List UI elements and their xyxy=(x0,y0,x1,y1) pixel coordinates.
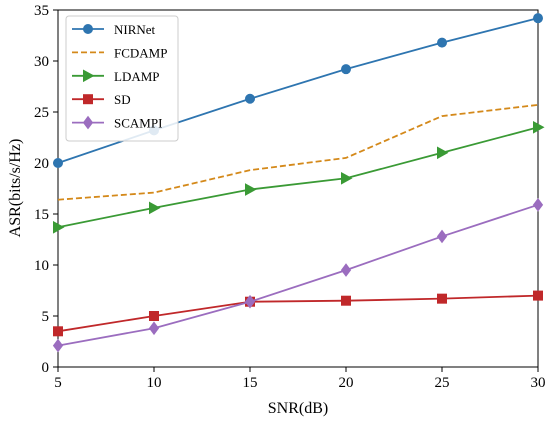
x-tick-label: 20 xyxy=(339,375,354,391)
legend-label: SCAMPI xyxy=(114,116,162,131)
data-point-nirnet xyxy=(533,13,543,24)
data-point-nirnet xyxy=(53,158,63,168)
data-point-nirnet xyxy=(245,93,255,104)
y-tick-label: 25 xyxy=(34,105,49,121)
legend-item-ldamp: LDAMP xyxy=(72,69,160,84)
y-tick-label: 35 xyxy=(34,3,49,19)
x-axis-label: SNR(dB) xyxy=(268,400,328,417)
series-ldamp xyxy=(53,120,545,234)
data-point-scampi xyxy=(148,321,160,336)
y-tick-label: 20 xyxy=(34,156,49,172)
data-point-nirnet xyxy=(341,64,351,75)
data-point-scampi xyxy=(340,263,352,277)
y-tick-label: 15 xyxy=(34,207,49,223)
legend-swatch-marker xyxy=(83,69,95,83)
data-point-ldamp xyxy=(437,146,449,160)
legend-item-nirnet: NIRNet xyxy=(72,22,156,37)
data-point-scampi xyxy=(52,338,64,353)
x-tick-label: 25 xyxy=(435,375,450,391)
data-point-scampi xyxy=(436,229,448,244)
data-point-sd xyxy=(437,293,447,304)
y-tick-label: 5 xyxy=(42,309,50,325)
legend-label: SD xyxy=(114,92,131,107)
y-tick-label: 10 xyxy=(34,258,49,274)
data-point-ldamp xyxy=(53,220,65,234)
legend-label: FCDAMP xyxy=(114,45,167,60)
x-tick-label: 15 xyxy=(243,375,258,391)
legend: NIRNet FCDAMP LDAMP SD SCAMPI xyxy=(65,15,179,142)
series-line-scampi xyxy=(57,203,539,347)
y-tick-label: 0 xyxy=(42,360,50,376)
legend-item-scampi: SCAMPI xyxy=(72,116,162,131)
data-point-scampi xyxy=(532,197,544,212)
legend-swatch-marker xyxy=(83,94,93,105)
data-point-sd xyxy=(341,295,351,306)
data-point-sd xyxy=(149,311,159,321)
data-point-nirnet xyxy=(437,37,447,48)
legend-box xyxy=(65,15,179,142)
x-tick-label: 10 xyxy=(147,375,162,391)
plot-area-frame xyxy=(57,9,539,368)
series-line-sd xyxy=(57,294,539,333)
legend-item-sd: SD xyxy=(72,92,131,107)
y-axis-ticks: 0 5 10 15 20 25 30 35 xyxy=(34,3,58,376)
legend-swatch-marker xyxy=(83,24,93,34)
legend-swatch-marker xyxy=(82,115,94,130)
y-axis-label: ASR(bits/s/Hz) xyxy=(7,139,24,238)
x-tick-label: 30 xyxy=(531,375,546,391)
legend-label: NIRNet xyxy=(114,22,156,37)
data-point-ldamp xyxy=(341,171,353,185)
x-tick-label: 5 xyxy=(54,375,62,391)
data-point-sd xyxy=(53,326,63,337)
y-tick-label: 30 xyxy=(34,54,49,70)
legend-label: LDAMP xyxy=(114,69,160,84)
series-sd xyxy=(53,290,543,337)
data-point-ldamp xyxy=(149,201,161,215)
series-line-fcdamp xyxy=(57,103,539,201)
data-point-ldamp xyxy=(533,120,545,134)
legend-item-fcdamp: FCDAMP xyxy=(72,45,167,60)
data-point-ldamp xyxy=(245,183,257,196)
series-line-ldamp xyxy=(57,126,539,229)
series-scampi xyxy=(52,197,544,353)
x-axis-ticks: 5 10 15 20 25 30 xyxy=(54,367,546,391)
series-fcdamp xyxy=(57,103,539,201)
series-layer xyxy=(52,13,545,353)
data-point-scampi xyxy=(244,294,256,309)
data-point-sd xyxy=(533,290,543,301)
